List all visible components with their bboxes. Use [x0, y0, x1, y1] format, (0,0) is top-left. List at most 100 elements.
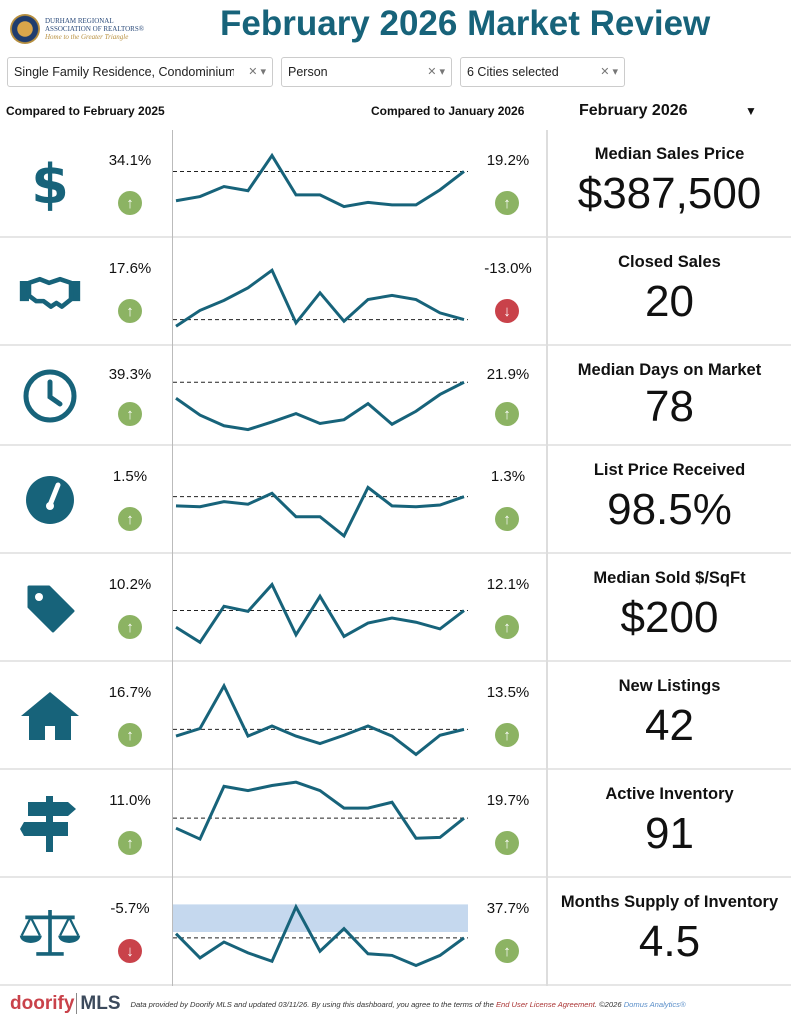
metric-title: Median Sales Price	[594, 145, 745, 163]
mom-change: 19.7%	[486, 792, 530, 810]
svg-text:$: $	[31, 157, 69, 211]
arrow-up-icon: ↑	[495, 507, 519, 532]
metric-title: List Price Received	[593, 461, 746, 479]
metric-row: 10.2% ↑ 12.1% ↑ Median Sold $/SqFt $200	[0, 554, 791, 662]
gauge-icon	[18, 470, 82, 530]
yoy-change: 17.6%	[108, 260, 152, 278]
metric-value: 20	[645, 276, 694, 326]
arrow-up-icon: ↑	[118, 299, 142, 324]
association-logo: DURHAM REGIONAL ASSOCIATION OF REALTORS® H…	[10, 12, 185, 46]
arrow-down-icon: ↓	[495, 299, 519, 324]
dollar-icon: $	[18, 154, 82, 214]
metric-title: New Listings	[618, 677, 721, 695]
arrow-up-icon: ↑	[118, 615, 142, 640]
target-band	[173, 904, 468, 932]
sparkline-series	[175, 581, 465, 645]
metric-value: 42	[645, 700, 694, 750]
sparkline-series	[175, 152, 465, 209]
metric-title: Active Inventory	[605, 785, 734, 803]
cities-filter[interactable]: 6 Cities selected ✕ ▾	[460, 57, 625, 87]
yoy-change: 16.7%	[108, 684, 152, 702]
sparkline-chart	[172, 130, 468, 238]
compare-year-label: Compared to February 2025	[6, 104, 165, 118]
person-filter[interactable]: Person ✕ ▾	[281, 57, 452, 87]
arrow-up-icon: ↑	[118, 507, 142, 532]
mom-change: 13.5%	[486, 684, 530, 702]
sparkline-chart	[172, 878, 468, 986]
yoy-change: 11.0%	[109, 792, 151, 810]
sparkline-series	[175, 682, 465, 757]
sparkline-chart	[172, 346, 468, 446]
filter-value: Person	[288, 65, 328, 79]
footer-text: Data provided by Doorify MLS and updated…	[130, 999, 496, 1009]
month-select[interactable]: February 2026	[579, 102, 688, 119]
metric-row: 1.5% ↑ 1.3% ↑ List Price Received 98.5%	[0, 446, 791, 554]
logo-line: DURHAM REGIONAL	[45, 17, 114, 25]
sparkline-chart	[172, 238, 468, 346]
filter-value: 6 Cities selected	[467, 65, 559, 79]
eula-link[interactable]: End User License Agreement	[495, 999, 595, 1009]
yoy-change: 39.3%	[108, 366, 152, 383]
signpost-icon	[18, 794, 82, 854]
yoy-change: -5.7%	[110, 900, 150, 918]
metric-value: 98.5%	[607, 484, 732, 534]
mom-change: -13.0%	[484, 260, 532, 278]
metric-title: Closed Sales	[618, 253, 721, 271]
mom-change: 37.7%	[486, 900, 530, 918]
yoy-change: 10.2%	[108, 576, 152, 594]
metric-value: 78	[645, 382, 694, 431]
arrow-up-icon: ↑	[495, 402, 519, 426]
compare-month-label: Compared to January 2026	[371, 104, 525, 118]
metric-title: Months Supply of Inventory	[560, 893, 779, 911]
domus-link[interactable]: Domus Analytics®	[623, 999, 686, 1009]
arrow-up-icon: ↑	[118, 402, 142, 426]
metric-row: -5.7% ↓ 37.7% ↑ Months Supply of Invento…	[0, 878, 791, 986]
clock-icon	[18, 366, 82, 426]
metric-value: $200	[620, 592, 719, 642]
arrow-up-icon: ↑	[118, 723, 142, 748]
arrow-up-icon: ↑	[495, 723, 519, 748]
sparkline-series	[175, 380, 465, 432]
page-title: February 2026 Market Review	[220, 4, 711, 43]
sparkline-series	[175, 780, 465, 842]
metric-value: 91	[645, 808, 694, 858]
property-type-filter[interactable]: Single Family Residence, Condominium ✕ ▾	[7, 57, 273, 87]
clear-dropdown-icon[interactable]: ✕ ▾	[600, 66, 618, 78]
sparkline-chart	[172, 554, 468, 662]
arrow-down-icon: ↓	[118, 939, 142, 964]
sparkline-series	[174, 903, 465, 968]
handshake-icon	[18, 262, 82, 322]
logo-line: ASSOCIATION OF REALTORS®	[45, 25, 145, 33]
logo-tagline: Home to the Greater Triangle	[45, 33, 129, 41]
chevron-down-icon[interactable]: ▼	[745, 104, 757, 118]
yoy-change: 1.5%	[112, 468, 148, 486]
column-divider	[546, 130, 548, 986]
arrow-up-icon: ↑	[118, 191, 142, 216]
sparkline-series	[175, 485, 465, 539]
metric-row: 39.3% ↑ 21.9% ↑ Median Days on Market 78	[0, 346, 791, 446]
clear-dropdown-icon[interactable]: ✕ ▾	[427, 66, 445, 78]
scale-icon	[18, 902, 82, 962]
copyright: . ©2026	[594, 999, 624, 1009]
metric-value: 4.5	[638, 916, 701, 966]
sparkline-chart	[172, 662, 468, 770]
metric-row: 17.6% ↑ -13.0% ↓ Closed Sales 20	[0, 238, 791, 346]
metric-title: Median Sold $/SqFt	[593, 569, 746, 587]
filter-value: Single Family Residence, Condominium	[14, 65, 234, 79]
sparkline-series	[175, 267, 465, 328]
mom-change: 1.3%	[490, 468, 526, 486]
arrow-up-icon: ↑	[495, 939, 519, 964]
metric-value: $387,500	[577, 168, 762, 218]
price-tag-icon	[18, 578, 82, 638]
arrow-up-icon: ↑	[495, 191, 519, 216]
metric-title: Median Days on Market	[577, 361, 762, 379]
arrow-up-icon: ↑	[495, 831, 519, 856]
mom-change: 19.2%	[486, 152, 530, 170]
clear-dropdown-icon[interactable]: ✕ ▾	[248, 66, 266, 78]
metric-row: 11.0% ↑ 19.7% ↑ Active Inventory 91	[0, 770, 791, 878]
metric-row: $ 34.1% ↑ 19.2% ↑ Median Sales Price $38…	[0, 130, 791, 238]
sparkline-chart	[172, 770, 468, 878]
house-icon	[18, 686, 82, 746]
metric-row: 16.7% ↑ 13.5% ↑ New Listings 42	[0, 662, 791, 770]
footer: doorify MLS Data provided by Doorify MLS …	[10, 993, 686, 1015]
